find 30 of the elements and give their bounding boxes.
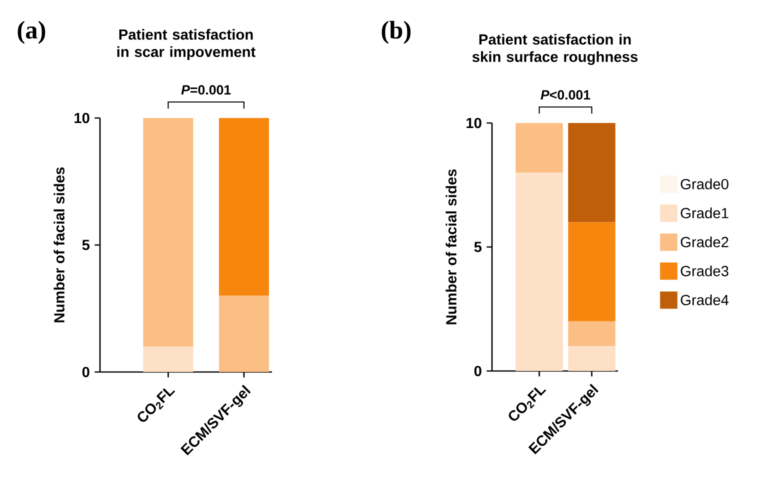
x-tick-label: CO$_{2}$FL (138, 388, 176, 422)
bar (516, 123, 563, 173)
legend-label: Grade2 (680, 236, 728, 248)
legend-label: Grade1 (680, 208, 728, 218)
bar (143, 346, 194, 372)
y-axis-title: Number of facial sides (446, 169, 456, 324)
legend-label: Grade4 (680, 294, 729, 306)
bar (218, 118, 269, 296)
bar (218, 296, 269, 372)
bar (568, 123, 616, 222)
text: P=0.001 (181, 85, 231, 95)
bar (143, 118, 194, 347)
text: (a) (18, 20, 46, 44)
y-tick-label: 10 (74, 112, 90, 124)
y-tick-label: 10 (466, 118, 482, 128)
bar (568, 346, 616, 371)
bar (516, 172, 563, 371)
legend-label: Grade0 (680, 178, 728, 190)
y-axis-title: Number of facial sides (54, 167, 64, 322)
bar (568, 321, 616, 346)
chart-title: Patient satisfaction in skin surface roughness (472, 34, 638, 65)
text: (b) (382, 20, 411, 44)
chart-title: Patient satisfaction in scar impovement (117, 28, 256, 60)
y-tick-label: 5 (474, 242, 482, 252)
y-tick-label: 0 (82, 366, 90, 378)
legend-label: Grade3 (680, 266, 728, 276)
y-tick-label: 5 (82, 240, 90, 250)
y-tick-label: 0 (474, 366, 482, 376)
text: P<0.001 (540, 90, 590, 100)
bar (568, 222, 616, 322)
